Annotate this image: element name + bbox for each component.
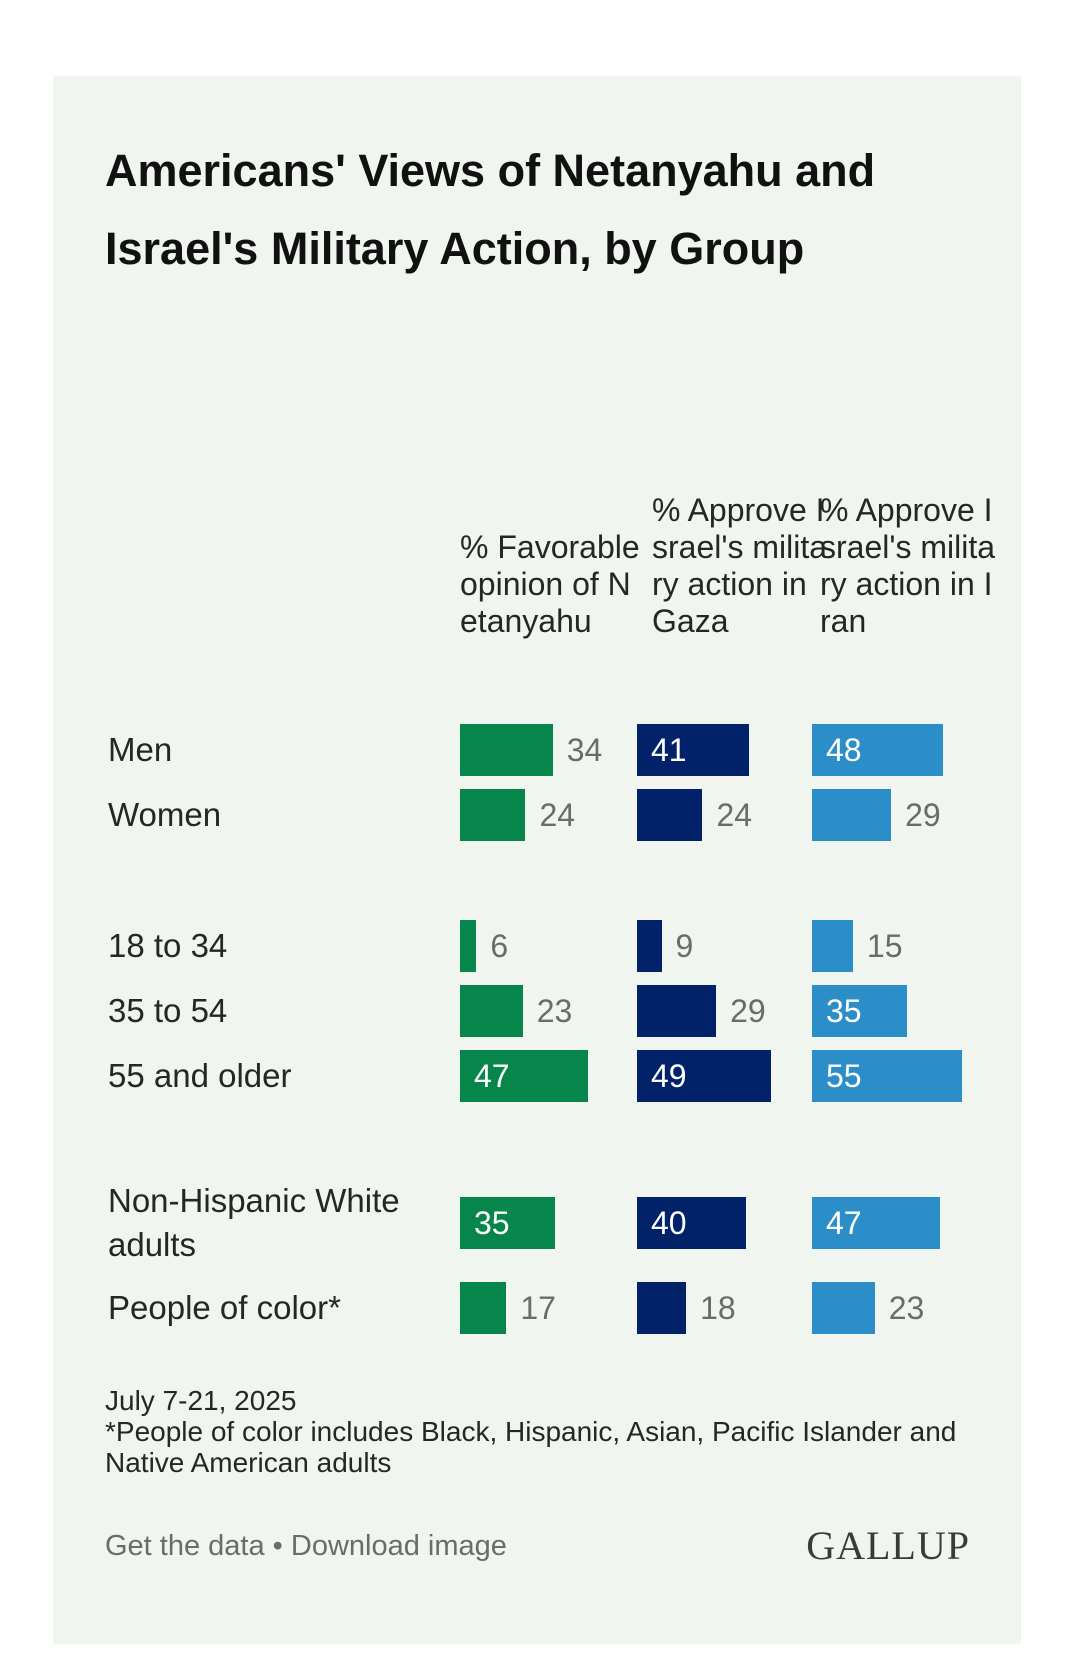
- data-label-55-and-older-col3: 55: [826, 1058, 862, 1094]
- data-label-35-to-54-col1: 23: [536, 993, 573, 1029]
- data-label-women-col3: 29: [905, 797, 941, 833]
- bar-18-to-34-col3: [812, 920, 853, 972]
- row-label-35-to-54: 35 to 54: [108, 992, 228, 1029]
- data-label-55-and-older-col2: 49: [651, 1058, 687, 1094]
- bar-women-col2: [637, 789, 703, 841]
- data-label-35-to-54-col3: 35: [826, 993, 862, 1029]
- bar-non-hispanic-white-adults-col1: [460, 1197, 556, 1249]
- footer-separator: •: [264, 1530, 291, 1562]
- row-label-people-of-color: People of color*: [108, 1289, 341, 1326]
- bar-men-col1: [460, 724, 553, 776]
- bar-women-col1: [460, 789, 526, 841]
- data-label-people-of-color-col2: 18: [700, 1290, 736, 1326]
- data-label-55-and-older-col1: 47: [474, 1058, 510, 1094]
- bar-18-to-34-col2: [637, 920, 662, 972]
- column-header-netanyahu: % Favorable opinion of Netanyahu: [460, 529, 640, 639]
- chart-title: Americans' Views of Netanyahu and Israel…: [105, 145, 876, 274]
- footer-links: Get the data • Download image: [105, 1530, 507, 1563]
- row-label-non-hispanic-white-adults: Non-Hispanic White adults: [108, 1182, 400, 1263]
- data-label-35-to-54-col2: 29: [730, 993, 766, 1029]
- column-header-gaza: % Approve Israel's military action in Ga…: [652, 492, 828, 639]
- data-label-women-col2: 24: [716, 797, 753, 833]
- data-label-non-hispanic-white-adults-col3: 47: [826, 1205, 862, 1241]
- column-header-iran: % Approve Israel's military action in Ir…: [820, 492, 996, 639]
- bar-people-of-color-col2: [637, 1282, 687, 1334]
- data-label-men-col2: 41: [651, 732, 687, 768]
- data-label-men-col3: 48: [826, 732, 862, 768]
- data-label-18-to-34-col2: 9: [675, 928, 694, 964]
- bar-55-and-older-col1: [460, 1050, 589, 1102]
- row-label-women: Women: [108, 796, 222, 833]
- data-label-18-to-34-col1: 6: [490, 928, 509, 964]
- survey-date: July 7-21, 2025: [105, 1385, 297, 1416]
- row-label-18-to-34: 18 to 34: [108, 927, 228, 964]
- data-label-non-hispanic-white-adults-col2: 40: [651, 1205, 687, 1241]
- data-label-people-of-color-col3: 23: [888, 1290, 925, 1326]
- bar-non-hispanic-white-adults-col3: [812, 1197, 941, 1249]
- gallup-logo: GALLUP: [806, 1523, 970, 1568]
- get-data-link[interactable]: Get the data: [105, 1530, 265, 1562]
- chart-notes: July 7-21, 2025 *People of color include…: [105, 1385, 965, 1478]
- bar-35-to-54-col3: [812, 985, 908, 1037]
- bar-non-hispanic-white-adults-col2: [637, 1197, 747, 1249]
- bar-women-col3: [812, 789, 892, 841]
- data-label-non-hispanic-white-adults-col1: 35: [474, 1205, 510, 1241]
- bar-men-col3: [812, 724, 943, 776]
- row-label-55-and-older: 55 and older: [108, 1057, 292, 1094]
- bar-35-to-54-col1: [460, 985, 523, 1037]
- row-label-men: Men: [108, 731, 173, 768]
- data-label-18-to-34-col3: 15: [866, 928, 903, 964]
- data-label-women-col1: 24: [539, 797, 576, 833]
- bar-people-of-color-col1: [460, 1282, 507, 1334]
- data-label-men-col1: 34: [566, 732, 603, 768]
- bar-55-and-older-col2: [637, 1050, 771, 1102]
- data-label-people-of-color-col1: 17: [520, 1290, 556, 1326]
- bar-55-and-older-col3: [812, 1050, 962, 1102]
- bar-people-of-color-col3: [812, 1282, 875, 1334]
- download-image-link[interactable]: Download image: [290, 1530, 507, 1562]
- chart-card: [53, 76, 1021, 1644]
- footnote: *People of color includes Black, Hispani…: [105, 1416, 957, 1478]
- bar-men-col2: [637, 724, 749, 776]
- bar-18-to-34-col1: [460, 920, 477, 972]
- bar-35-to-54-col2: [637, 985, 717, 1037]
